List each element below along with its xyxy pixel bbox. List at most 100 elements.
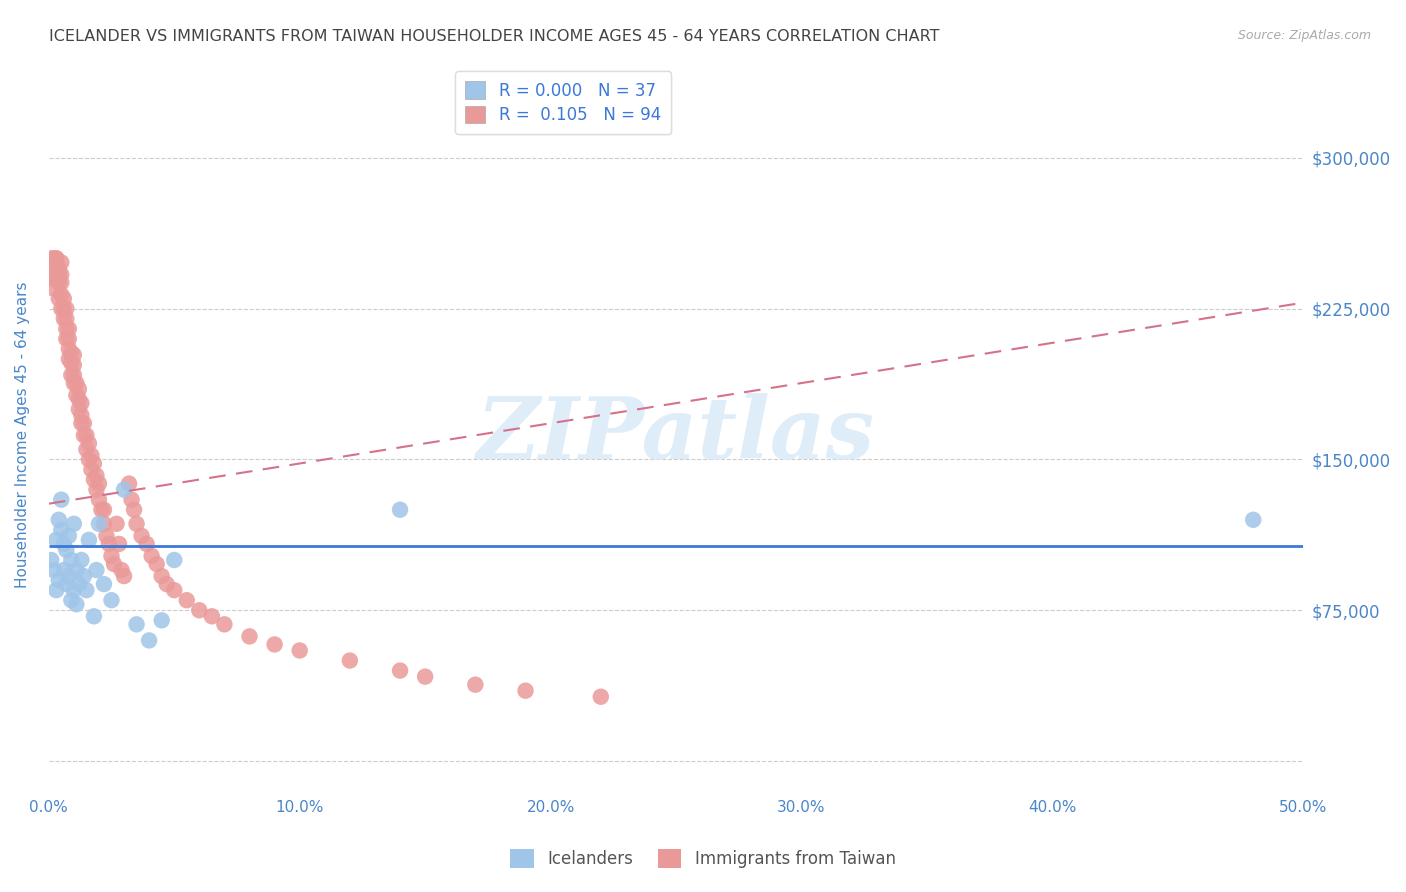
Point [515, 683, 537, 698]
Point [77, 436, 100, 450]
Point [150, 613, 173, 627]
Text: Source: ZipAtlas.com: Source: ZipAtlas.com [1237, 29, 1371, 43]
Point [145, 557, 167, 571]
Point [42, 261, 65, 276]
Point [63, 376, 86, 390]
Point [58, 569, 80, 583]
Point [80, 462, 103, 476]
Point [83, 609, 105, 624]
Point [55, 311, 77, 326]
Point [93, 516, 115, 531]
Y-axis label: Householder Income Ages 45 - 64 years: Householder Income Ages 45 - 64 years [15, 281, 30, 588]
Point [58, 342, 80, 356]
Point [48, 573, 70, 587]
Point [201, 609, 224, 624]
Point [75, 428, 97, 442]
Point [52, 537, 75, 551]
Point [52, 292, 75, 306]
Point [63, 368, 86, 382]
Point [52, 563, 75, 577]
Point [121, 492, 143, 507]
Point [131, 529, 153, 543]
Point [188, 603, 211, 617]
Point [42, 563, 65, 577]
Point [58, 322, 80, 336]
Point [176, 593, 198, 607]
Point [42, 252, 65, 266]
Point [1241, 513, 1264, 527]
Point [105, 516, 128, 531]
Point [339, 654, 361, 668]
Point [589, 690, 612, 704]
Point [125, 617, 148, 632]
Point [112, 483, 135, 497]
Point [39, 553, 62, 567]
Point [86, 563, 108, 577]
Point [263, 637, 285, 651]
Point [58, 529, 80, 543]
Point [60, 356, 83, 370]
Point [67, 392, 90, 406]
Point [86, 468, 108, 483]
Point [96, 529, 118, 543]
Point [51, 287, 73, 301]
Point [63, 358, 86, 372]
Point [75, 583, 97, 598]
Point [83, 457, 105, 471]
Point [52, 311, 75, 326]
Point [73, 569, 96, 583]
Point [138, 633, 160, 648]
Point [65, 563, 87, 577]
Point [103, 557, 125, 571]
Point [90, 502, 112, 516]
Point [73, 428, 96, 442]
Point [60, 368, 83, 382]
Point [48, 292, 70, 306]
Point [122, 502, 145, 516]
Point [135, 537, 157, 551]
Point [112, 569, 135, 583]
Point [70, 553, 93, 567]
Point [39, 271, 62, 285]
Point [389, 502, 412, 516]
Point [73, 417, 96, 431]
Point [65, 376, 87, 390]
Point [55, 577, 77, 591]
Point [48, 261, 70, 276]
Point [55, 332, 77, 346]
Point [51, 523, 73, 537]
Point [87, 492, 110, 507]
Point [464, 678, 486, 692]
Point [51, 276, 73, 290]
Point [77, 533, 100, 547]
Point [86, 483, 108, 497]
Point [70, 396, 93, 410]
Point [77, 452, 100, 467]
Point [389, 664, 412, 678]
Point [150, 569, 173, 583]
Point [52, 301, 75, 316]
Point [87, 516, 110, 531]
Point [48, 276, 70, 290]
Point [75, 442, 97, 457]
Point [58, 332, 80, 346]
Point [156, 577, 179, 591]
Point [87, 476, 110, 491]
Point [214, 617, 236, 632]
Point [110, 563, 132, 577]
Point [63, 348, 86, 362]
Point [42, 281, 65, 295]
Point [55, 543, 77, 558]
Point [141, 549, 163, 563]
Point [413, 670, 436, 684]
Point [98, 537, 121, 551]
Point [125, 516, 148, 531]
Point [51, 255, 73, 269]
Point [45, 583, 67, 598]
Point [108, 537, 131, 551]
Point [60, 553, 83, 567]
Point [58, 351, 80, 366]
Point [39, 252, 62, 266]
Point [45, 255, 67, 269]
Point [100, 593, 122, 607]
